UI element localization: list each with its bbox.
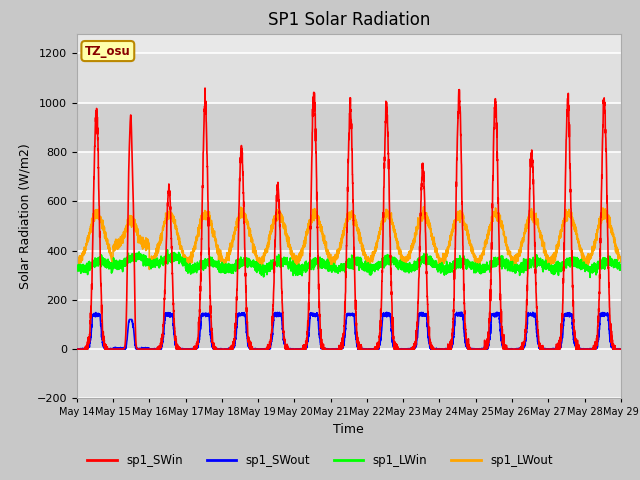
- Bar: [77, 152, 621, 201]
- sp1_LWin: [617, 264, 625, 270]
- sp1_LWout: [471, 255, 479, 261]
- sp1_LWin: [616, 262, 624, 268]
- sp1_SWin: [329, 346, 337, 352]
- sp1_SWout: [502, 346, 509, 352]
- Bar: [77, 53, 621, 103]
- sp1_SWin: [471, 346, 479, 352]
- sp1_LWin: [73, 268, 81, 274]
- sp1_SWout: [493, 309, 501, 315]
- Text: TZ_osu: TZ_osu: [85, 45, 131, 58]
- sp1_LWout: [420, 204, 428, 210]
- sp1_LWout: [73, 257, 81, 263]
- sp1_LWout: [502, 237, 509, 242]
- sp1_SWout: [616, 346, 624, 352]
- sp1_SWout: [440, 346, 448, 352]
- Line: sp1_LWin: sp1_LWin: [77, 250, 621, 277]
- sp1_LWout: [616, 255, 624, 261]
- sp1_LWout: [617, 258, 625, 264]
- sp1_LWout: [171, 221, 179, 227]
- Bar: [77, 103, 621, 152]
- sp1_SWout: [328, 346, 336, 352]
- Bar: [77, 201, 621, 251]
- Line: sp1_SWin: sp1_SWin: [77, 88, 621, 349]
- sp1_LWin: [441, 269, 449, 275]
- Y-axis label: Solar Radiation (W/m2): Solar Radiation (W/m2): [18, 143, 31, 289]
- sp1_SWout: [471, 346, 479, 352]
- sp1_SWin: [617, 346, 625, 352]
- sp1_SWout: [617, 346, 625, 352]
- Line: sp1_SWout: sp1_SWout: [77, 312, 621, 349]
- sp1_LWout: [145, 266, 153, 272]
- X-axis label: Time: Time: [333, 423, 364, 436]
- sp1_LWout: [441, 253, 449, 259]
- Title: SP1 Solar Radiation: SP1 Solar Radiation: [268, 11, 430, 29]
- Bar: [77, 251, 621, 300]
- sp1_SWin: [171, 325, 179, 331]
- sp1_SWout: [73, 346, 81, 352]
- sp1_LWin: [502, 258, 509, 264]
- sp1_SWin: [201, 85, 209, 91]
- sp1_LWin: [471, 262, 479, 267]
- sp1_SWin: [616, 346, 624, 352]
- sp1_LWin: [329, 267, 337, 273]
- sp1_LWin: [586, 275, 594, 280]
- Legend: sp1_SWin, sp1_SWout, sp1_LWin, sp1_LWout: sp1_SWin, sp1_SWout, sp1_LWin, sp1_LWout: [83, 449, 557, 472]
- Line: sp1_LWout: sp1_LWout: [77, 207, 621, 269]
- sp1_SWin: [441, 346, 449, 352]
- sp1_SWin: [502, 344, 509, 350]
- sp1_SWin: [73, 346, 81, 352]
- sp1_LWin: [171, 253, 179, 259]
- Bar: [77, 300, 621, 349]
- sp1_SWout: [171, 335, 179, 341]
- Bar: [77, 349, 621, 398]
- sp1_LWin: [164, 247, 172, 253]
- sp1_LWout: [329, 257, 337, 263]
